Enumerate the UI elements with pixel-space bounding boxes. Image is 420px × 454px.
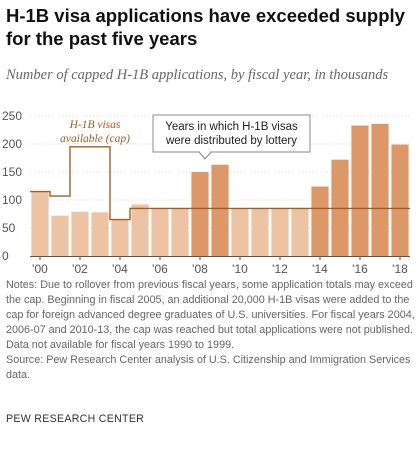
bar-chart: 0 50 100 150 200 250 '00 '02 '04 '06 '08 '10 '12 '14 '… [2,109,410,276]
y-tick-label: 200 [2,137,22,151]
bar-2018 [391,144,409,256]
bar-2007 [171,208,189,256]
bar-2011 [251,208,269,256]
lottery-label: Years in which H-1B visas were distribute… [165,121,298,147]
bar-2002 [71,211,89,256]
x-tick-label: '12 [272,262,288,276]
y-tick-label: 100 [2,193,22,207]
bar-2009 [211,164,229,256]
annotations: H-1B visas available (cap) Years in which … [60,114,311,160]
lottery-label-line: Years in which H-1B visas [165,121,298,133]
y-tick-label: 250 [2,109,22,123]
y-tick-label: 150 [2,165,22,179]
cap-step-line [30,146,410,221]
footer-credit: PEW RESEARCH CENTER [6,413,145,425]
bar-2016 [351,125,369,256]
x-tick-label: '08 [192,262,208,276]
bar-2013 [291,208,309,256]
cap-line-layer [30,146,410,221]
x-tick-label: '14 [312,262,328,276]
bar-2005 [131,204,149,256]
notes-text: Notes: Due to rollover from previous fis… [6,279,415,351]
bar-2000 [31,191,49,256]
bar-2017 [371,123,389,256]
x-tick-label: '04 [112,262,128,276]
cap-label-line: available (cap) [60,133,130,145]
cap-label-line: H-1B visas [69,119,121,131]
x-tick-label: '00 [32,262,48,276]
bar-2006 [151,208,169,256]
chart-subtitle: Number of capped H-1B applications, by f… [6,67,389,83]
y-tick-label: 50 [2,221,16,235]
lottery-label-line: were distributed by lottery [165,135,297,147]
x-tick-label: '10 [232,262,248,276]
x-tick-label: '02 [72,262,88,276]
bar-2014 [311,186,329,256]
cap-label: H-1B visas available (cap) [60,119,130,145]
x-tick-label: '16 [352,262,368,276]
axes: 0 50 100 150 200 250 '00 '02 '04 '06 '08 '10 '12 '14 '… [2,109,410,276]
bar-2012 [271,208,289,256]
bar-2001 [51,215,69,256]
y-tick-label: 0 [2,249,9,263]
chart-title: H-1B visa applications have exceeded sup… [6,5,405,49]
x-tick-label: '06 [152,262,168,276]
bar-2004 [111,219,129,256]
lottery-callout-box [152,114,311,153]
lottery-callout-pointer [198,151,212,160]
bar-2008 [191,172,209,256]
x-tick-label: '18 [392,262,408,276]
source-text: Source: Pew Research Center analysis of … [6,354,411,381]
bars [31,123,409,256]
bar-2003 [91,212,109,256]
bar-2010 [231,208,249,256]
chart-notes: Notes: Due to rollover from previous fis… [6,278,416,383]
